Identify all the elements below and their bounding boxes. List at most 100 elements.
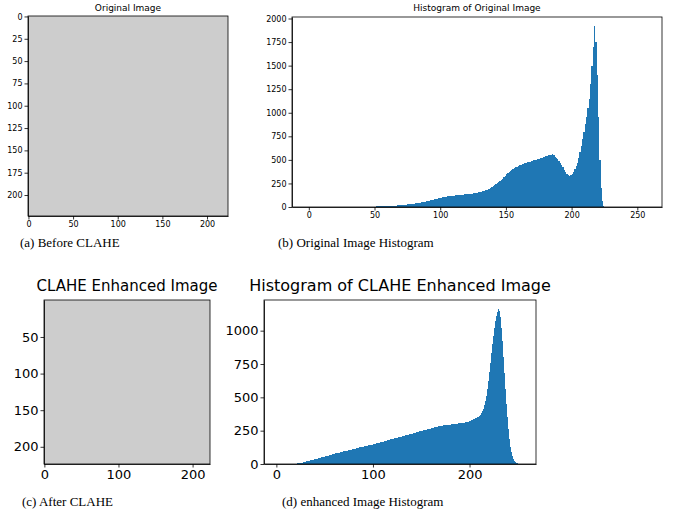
histogram-bar <box>320 457 322 464</box>
histogram-bar <box>419 431 421 464</box>
tick-label: 0 <box>273 467 281 482</box>
histogram-bar <box>545 156 546 207</box>
histogram-bar <box>444 197 445 207</box>
histogram-bar <box>411 204 412 207</box>
histogram-bar <box>523 164 524 207</box>
histogram-bar <box>564 170 565 207</box>
histogram-bar <box>552 154 553 207</box>
histogram-bar <box>445 197 446 207</box>
tick: 0 <box>26 216 31 229</box>
histogram-bar <box>507 417 509 464</box>
histogram-bar <box>394 438 396 464</box>
histogram-bar <box>330 455 332 464</box>
histogram-bar <box>416 432 418 464</box>
histogram-bar <box>536 160 537 207</box>
histogram-bar <box>319 458 321 464</box>
histogram-bar <box>569 176 570 207</box>
panel-title: Original Image <box>95 3 162 13</box>
histogram-bar <box>427 201 428 207</box>
histogram-bar <box>466 194 467 207</box>
histogram-bar <box>417 203 418 207</box>
tick-mark <box>572 207 573 211</box>
tick-label: 500 <box>234 390 259 405</box>
histogram-bar <box>460 195 461 207</box>
tick-label: 50 <box>370 211 380 220</box>
histogram-bar <box>594 26 595 207</box>
histogram-bar <box>314 459 316 464</box>
histogram-bar <box>432 200 433 207</box>
histogram-bar <box>436 199 437 207</box>
histogram-bar <box>414 204 415 207</box>
histogram-bar <box>447 425 449 464</box>
histogram-bar <box>527 162 528 207</box>
histogram-bar <box>472 194 473 207</box>
histogram-bar <box>494 185 495 207</box>
histogram-bar <box>455 195 456 207</box>
histogram-bar <box>318 458 320 464</box>
histogram-bar <box>422 431 424 464</box>
histogram-bar <box>587 108 588 207</box>
panel-title: Histogram of Original Image <box>413 3 541 13</box>
histogram-bar <box>389 440 391 464</box>
histogram-bar <box>351 449 353 464</box>
tick: 2000 <box>266 15 292 24</box>
plot-area <box>291 308 520 464</box>
histogram-bar <box>556 158 557 207</box>
tick-label: 1000 <box>225 323 258 338</box>
tick-mark <box>261 364 265 365</box>
histogram-bar <box>488 189 489 207</box>
panel: 0501001502002500250500750100012501500175… <box>266 3 662 250</box>
tick-label: 2000 <box>266 15 286 24</box>
tick-mark <box>162 216 163 220</box>
histogram-bar <box>557 159 558 207</box>
histogram-bar <box>602 201 603 207</box>
histogram-bar <box>464 422 466 464</box>
histogram-bar <box>379 442 381 464</box>
figure: 0501001502000255075100125150175200Origin… <box>0 0 680 518</box>
histogram-bar <box>343 451 345 464</box>
histogram-bar <box>334 454 336 464</box>
tick-mark <box>41 410 45 411</box>
tick: 0 <box>281 203 292 212</box>
histogram-bar <box>323 457 325 464</box>
tick-label: 175 <box>7 169 22 178</box>
histogram-bar <box>497 183 498 207</box>
histogram-bar <box>431 428 433 464</box>
histogram-bar <box>595 42 596 207</box>
tick-mark <box>41 447 45 448</box>
histogram-bar <box>329 455 331 464</box>
axis-line <box>44 301 45 465</box>
histogram-bar <box>417 432 419 464</box>
histogram-bar <box>404 435 406 464</box>
histogram-bar <box>490 188 491 207</box>
histogram-bar <box>516 167 517 207</box>
tick-label: 1750 <box>266 38 286 47</box>
tick-mark <box>25 16 29 17</box>
histogram-bar <box>353 449 355 464</box>
histogram-bar <box>381 442 383 464</box>
panel-title: CLAHE Enhanced Image <box>37 277 218 295</box>
y-axis: 02505007501000 <box>225 301 264 472</box>
histogram-bar <box>495 184 496 207</box>
tick: 500 <box>271 156 292 165</box>
histogram-bar <box>336 453 338 464</box>
histogram-bar <box>456 424 458 464</box>
histogram-bar <box>449 196 450 207</box>
histogram-bar <box>397 438 399 464</box>
histogram-bar <box>376 443 378 464</box>
histogram-bar <box>598 117 599 207</box>
histogram-bar <box>583 132 584 207</box>
tick-mark <box>289 136 293 137</box>
tick: 100 <box>107 464 132 482</box>
tick-mark <box>41 374 45 375</box>
tick-mark <box>73 216 74 220</box>
tick-label: 200 <box>181 467 206 482</box>
histogram-bar <box>555 157 556 207</box>
histogram-bar <box>474 419 476 464</box>
histogram-bar <box>449 425 451 464</box>
tick-label: 750 <box>271 132 286 141</box>
tick-label: 500 <box>271 156 286 165</box>
histogram-bar <box>326 456 328 464</box>
histogram-bar <box>510 171 511 207</box>
histogram-bar <box>390 439 392 464</box>
